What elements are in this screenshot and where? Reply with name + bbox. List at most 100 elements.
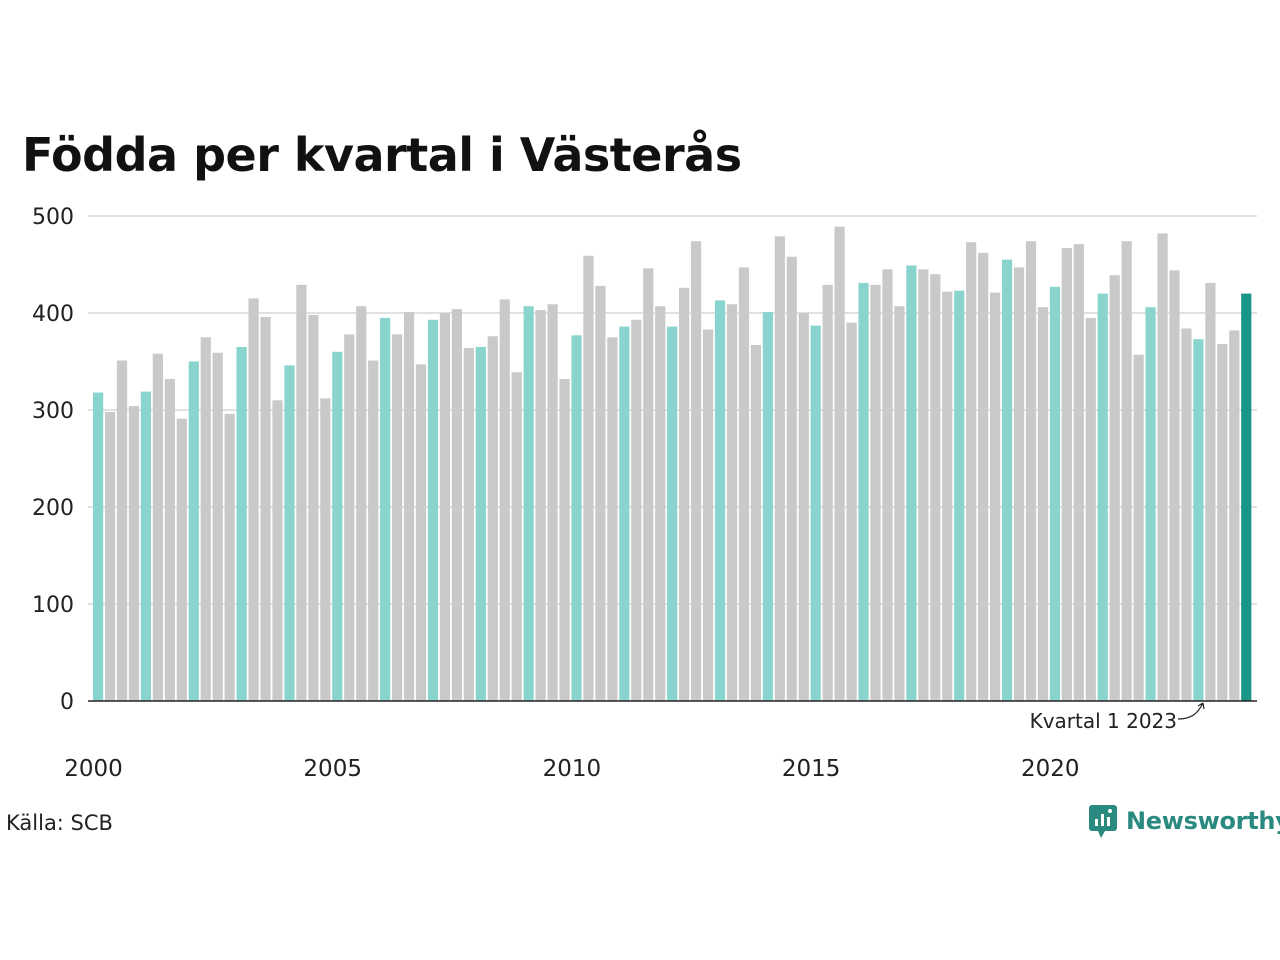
bar	[1013, 267, 1025, 701]
bar	[1025, 241, 1037, 701]
bar	[1073, 244, 1084, 701]
bar	[236, 346, 247, 701]
bar	[798, 313, 809, 701]
bar	[1205, 282, 1216, 701]
bar	[894, 306, 905, 701]
bar	[1085, 317, 1096, 701]
bar	[260, 316, 271, 701]
bar	[1121, 241, 1132, 701]
bar	[403, 312, 415, 701]
bar	[1001, 259, 1013, 701]
y-tick-label: 500	[32, 205, 74, 230]
bar	[296, 284, 307, 701]
bar	[583, 255, 594, 701]
bar	[224, 413, 235, 701]
bar	[152, 353, 163, 701]
bar	[1193, 339, 1204, 701]
bar	[128, 406, 140, 701]
bar	[188, 361, 199, 701]
bar	[356, 306, 367, 701]
bar	[116, 360, 128, 701]
bar	[427, 319, 439, 701]
bar	[1229, 330, 1240, 701]
bar	[882, 269, 893, 701]
x-tick-label: 2005	[303, 756, 362, 782]
bar	[475, 346, 486, 701]
annotation-arrow	[1177, 702, 1205, 720]
bar	[822, 284, 833, 701]
bar	[834, 226, 845, 702]
bar	[164, 378, 175, 701]
bar	[415, 364, 427, 701]
bar	[786, 256, 797, 701]
bar	[1109, 275, 1120, 701]
bar	[487, 336, 498, 701]
y-tick-label: 400	[32, 302, 74, 327]
bar	[954, 290, 965, 701]
bar	[691, 241, 702, 701]
bar	[93, 392, 104, 701]
bar	[451, 309, 462, 701]
bar	[320, 398, 331, 701]
bar	[535, 310, 546, 701]
bar	[631, 319, 642, 701]
bar	[1169, 270, 1180, 701]
bar	[104, 411, 116, 701]
bar	[499, 299, 510, 701]
bar	[714, 300, 726, 701]
bar	[607, 337, 618, 701]
bar	[762, 312, 773, 701]
x-tick-label: 2000	[64, 756, 123, 782]
bars	[93, 226, 1252, 702]
bar	[176, 418, 187, 701]
bar	[439, 313, 451, 701]
bar	[774, 236, 785, 701]
bar	[248, 298, 259, 701]
bar	[308, 314, 319, 701]
bar	[272, 400, 283, 701]
bar	[200, 337, 211, 701]
bar	[559, 378, 570, 701]
y-tick-label: 100	[32, 593, 74, 618]
newsworthy-logo-icon	[1089, 805, 1117, 838]
x-tick-label: 2015	[782, 756, 841, 782]
bar	[702, 329, 714, 701]
annotation-group: Kvartal 1 2023	[1030, 702, 1205, 733]
bar	[906, 265, 917, 701]
brand-name: Newsworthy	[1126, 807, 1280, 835]
bar	[966, 242, 977, 701]
bar	[619, 326, 630, 701]
bar	[380, 317, 391, 701]
bar	[511, 372, 522, 701]
bar	[595, 285, 606, 701]
chart-title: Födda per kvartal i Västerås	[22, 128, 742, 182]
bar	[942, 291, 953, 701]
bar-chart: 0 100 200 300 400 500 2000 2005 2010 2015 2020 Kv…	[32, 205, 1257, 782]
bar	[344, 334, 355, 701]
bar	[930, 274, 941, 701]
bar	[643, 268, 654, 701]
bar	[738, 267, 750, 701]
bar	[332, 351, 343, 701]
bar	[1181, 328, 1192, 701]
bar	[750, 345, 761, 701]
bar	[870, 284, 881, 701]
y-tick-label: 0	[60, 690, 74, 715]
y-axis-ticks: 0 100 200 300 400 500	[32, 205, 74, 715]
bar	[918, 269, 929, 701]
bar-highlight	[1241, 293, 1252, 701]
bar	[368, 360, 379, 701]
bar	[1145, 307, 1156, 701]
bar	[523, 306, 534, 701]
bar	[1133, 354, 1144, 701]
bar	[547, 304, 558, 701]
x-tick-label: 2020	[1021, 756, 1080, 782]
bar	[392, 334, 403, 701]
bar	[858, 282, 869, 701]
bar	[990, 292, 1001, 701]
bar	[284, 365, 295, 701]
bar	[726, 304, 738, 701]
bar	[140, 391, 152, 701]
bar	[1217, 344, 1228, 701]
bar	[667, 326, 678, 701]
